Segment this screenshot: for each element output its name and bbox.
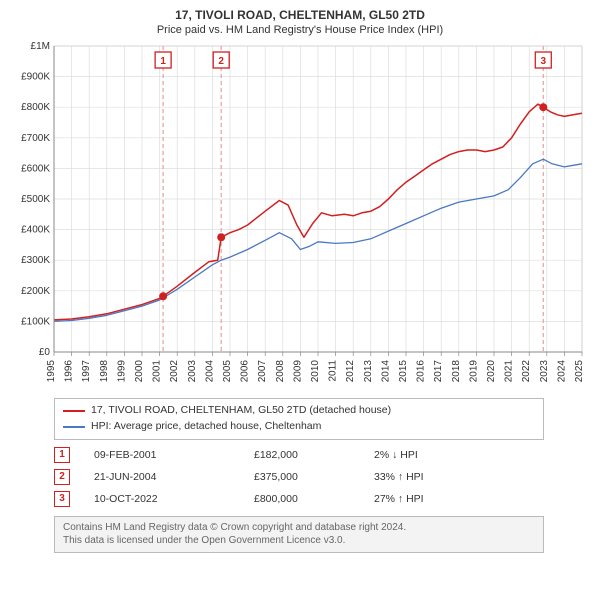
svg-text:1998: 1998 (99, 360, 110, 383)
svg-text:£200K: £200K (21, 286, 50, 297)
svg-text:2000: 2000 (134, 360, 145, 383)
svg-text:£600K: £600K (21, 163, 50, 174)
svg-text:2009: 2009 (292, 360, 303, 383)
transaction-row: 3 10-OCT-2022 £800,000 27% ↑ HPI (54, 488, 544, 510)
legend-label: 17, TIVOLI ROAD, CHELTENHAM, GL50 2TD (d… (91, 403, 391, 419)
svg-text:2019: 2019 (468, 360, 479, 383)
chart-header: 17, TIVOLI ROAD, CHELTENHAM, GL50 2TD Pr… (10, 8, 590, 36)
svg-text:2020: 2020 (486, 360, 497, 383)
svg-text:1995: 1995 (46, 360, 57, 383)
transaction-date: 09-FEB-2001 (94, 449, 254, 461)
svg-text:2022: 2022 (521, 360, 532, 383)
svg-text:£100K: £100K (21, 316, 50, 327)
svg-text:2010: 2010 (310, 360, 321, 383)
chart-area: £0 £100K £200K £300K £400K £500K £600K £700K £80… (10, 42, 590, 392)
transaction-date: 10-OCT-2022 (94, 493, 254, 505)
footer-line: This data is licensed under the Open Gov… (63, 534, 535, 548)
svg-text:2021: 2021 (504, 360, 515, 383)
svg-text:2006: 2006 (240, 360, 251, 383)
legend-swatch (63, 410, 85, 412)
svg-text:£800K: £800K (21, 102, 50, 113)
svg-text:2011: 2011 (328, 360, 339, 382)
svg-text:2002: 2002 (169, 360, 180, 383)
transaction-row: 2 21-JUN-2004 £375,000 33% ↑ HPI (54, 466, 544, 488)
svg-text:£700K: £700K (21, 133, 50, 144)
transaction-row: 1 09-FEB-2001 £182,000 2% ↓ HPI (54, 444, 544, 466)
svg-text:£0: £0 (39, 347, 51, 358)
svg-text:2004: 2004 (204, 360, 215, 383)
svg-text:1999: 1999 (116, 360, 127, 383)
svg-text:2014: 2014 (380, 360, 391, 383)
transaction-delta: 33% ↑ HPI (374, 471, 494, 483)
svg-text:2016: 2016 (416, 360, 427, 383)
transaction-badge: 3 (54, 491, 70, 507)
transactions-table: 1 09-FEB-2001 £182,000 2% ↓ HPI 2 21-JUN… (54, 444, 544, 510)
svg-text:£300K: £300K (21, 255, 50, 266)
svg-text:2013: 2013 (363, 360, 374, 383)
svg-text:3: 3 (540, 56, 546, 67)
transaction-delta: 2% ↓ HPI (374, 449, 494, 461)
line-chart: £0 £100K £200K £300K £400K £500K £600K £700K £80… (10, 42, 590, 392)
svg-text:2023: 2023 (539, 360, 550, 383)
svg-text:2005: 2005 (222, 360, 233, 383)
svg-text:1: 1 (160, 56, 166, 67)
transaction-price: £375,000 (254, 471, 374, 483)
transaction-delta: 27% ↑ HPI (374, 493, 494, 505)
svg-text:2008: 2008 (275, 360, 286, 383)
svg-text:1997: 1997 (81, 360, 92, 383)
svg-text:2025: 2025 (574, 360, 585, 383)
svg-text:2001: 2001 (152, 360, 163, 383)
chart-title: 17, TIVOLI ROAD, CHELTENHAM, GL50 2TD (10, 8, 590, 22)
svg-text:2012: 2012 (345, 360, 356, 383)
transaction-badge: 2 (54, 469, 70, 485)
transaction-price: £182,000 (254, 449, 374, 461)
svg-text:2007: 2007 (257, 360, 268, 383)
chart-subtitle: Price paid vs. HM Land Registry's House … (10, 24, 590, 36)
svg-text:£1M: £1M (31, 42, 50, 52)
transaction-price: £800,000 (254, 493, 374, 505)
legend: 17, TIVOLI ROAD, CHELTENHAM, GL50 2TD (d… (54, 398, 544, 440)
legend-swatch (63, 426, 85, 428)
svg-text:1996: 1996 (64, 360, 75, 383)
svg-text:2003: 2003 (187, 360, 198, 383)
svg-text:£900K: £900K (21, 72, 50, 83)
svg-text:£400K: £400K (21, 225, 50, 236)
svg-text:2015: 2015 (398, 360, 409, 383)
svg-text:2024: 2024 (556, 360, 567, 383)
svg-text:£500K: £500K (21, 194, 50, 205)
svg-text:2017: 2017 (433, 360, 444, 383)
legend-item: HPI: Average price, detached house, Chel… (63, 419, 535, 435)
legend-label: HPI: Average price, detached house, Chel… (91, 419, 321, 435)
transaction-date: 21-JUN-2004 (94, 471, 254, 483)
legend-item: 17, TIVOLI ROAD, CHELTENHAM, GL50 2TD (d… (63, 403, 535, 419)
transaction-badge: 1 (54, 447, 70, 463)
svg-text:2018: 2018 (451, 360, 462, 383)
svg-text:2: 2 (218, 56, 224, 67)
footer-line: Contains HM Land Registry data © Crown c… (63, 521, 535, 535)
footer-attribution: Contains HM Land Registry data © Crown c… (54, 516, 544, 553)
